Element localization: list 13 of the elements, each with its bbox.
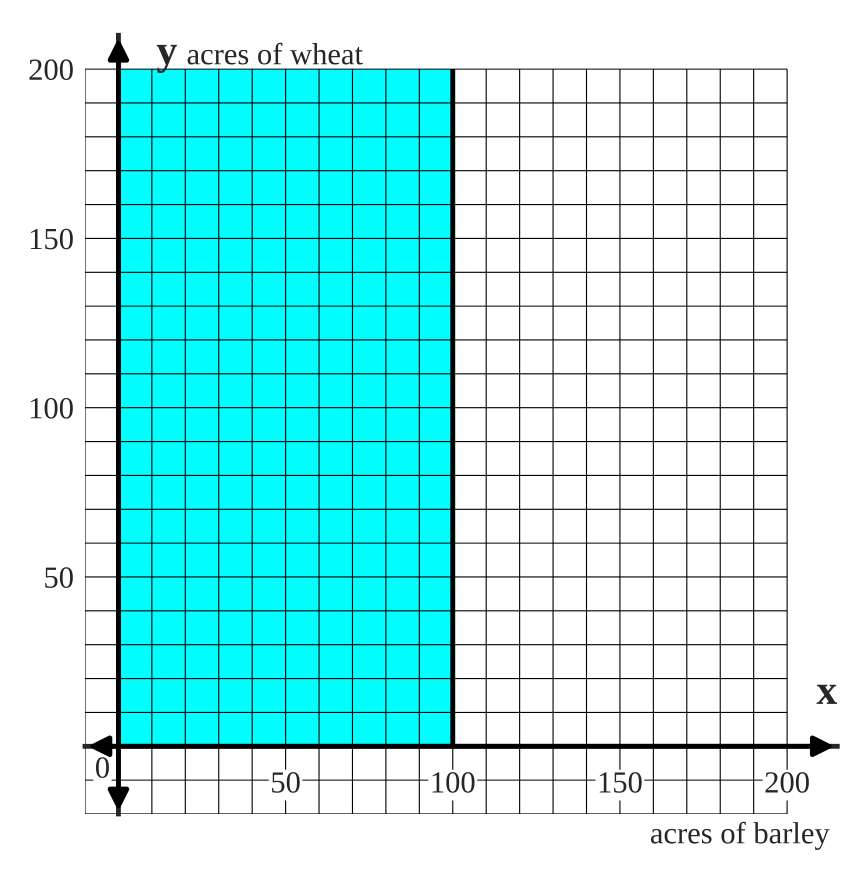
annotation: y: [156, 44, 177, 74]
annotation: x: [816, 684, 838, 704]
x-tick-label: 50: [272, 772, 300, 793]
x-tick-label: 100: [432, 772, 475, 793]
y-tick-label: 50: [45, 567, 73, 588]
x-axis-title: acres of barley: [650, 822, 830, 850]
y-axis-title: acres of wheat: [188, 42, 363, 65]
x-tick-label: 200: [766, 772, 809, 793]
y-tick-label: 150: [30, 228, 73, 250]
x-tick-label: 150: [600, 772, 642, 793]
y-tick-label: 100: [30, 398, 73, 419]
y-tick-label: 200: [29, 59, 73, 80]
annotation: 0: [96, 757, 109, 778]
